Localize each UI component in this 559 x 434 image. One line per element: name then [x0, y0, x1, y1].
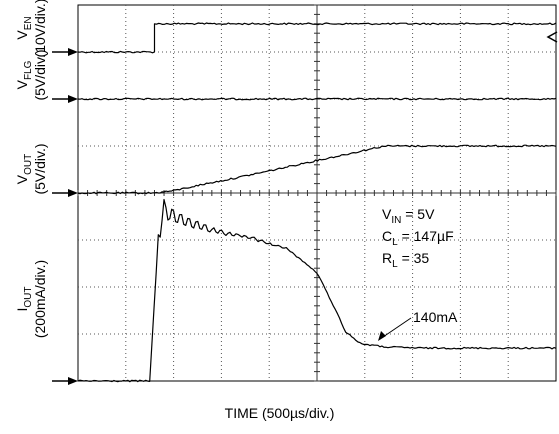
channel-scale-vflg: (5V/div.): [32, 49, 48, 100]
conditions-box: VIN = 5V CL = 147µF RL = 35: [382, 206, 454, 270]
x-axis-label: TIME (500µs/div.): [224, 405, 335, 421]
ground-marker-ven-icon: [68, 48, 78, 56]
channel-label-vout: VOUT: [14, 154, 34, 184]
condition-cl: CL = 147µF: [382, 228, 454, 248]
annotation-140ma: 140mA: [378, 309, 458, 341]
channel-label-iout: IOUT: [14, 287, 34, 312]
channel-label-vflg-base: V: [14, 79, 30, 89]
channel-label-ven-sub: EN: [23, 16, 34, 30]
trace-vout: [77, 144, 557, 195]
trace-iout: [77, 198, 557, 383]
channel-scale-iout: (200mA/div.): [32, 260, 48, 338]
condition-vin-value: = 5V: [401, 206, 435, 222]
condition-vin: VIN = 5V: [382, 206, 435, 226]
ground-marker-vout-icon: [68, 189, 78, 197]
annotation-arrowhead: [378, 331, 386, 341]
ground-markers: [52, 48, 78, 385]
condition-rl-sub: L: [392, 259, 398, 270]
channel-label-iout-sub: OUT: [23, 287, 34, 308]
condition-rl: RL = 35: [382, 250, 429, 270]
channel-labels: VEN(10V/div.)VFLG(5V/div.)VOUT(5V/div.)I…: [14, 0, 48, 338]
channel-scale-ven: (10V/div.): [32, 0, 48, 57]
condition-rl-base: R: [382, 250, 392, 266]
channel-label-ven: VEN: [14, 16, 34, 39]
condition-vin-sub: IN: [391, 215, 401, 226]
trace-vflg: [77, 97, 557, 101]
channel-label-vflg: VFLG: [14, 60, 34, 89]
condition-cl-value: = 147µF: [398, 228, 454, 244]
channel-label-iout-base: I: [14, 308, 30, 312]
annotation-leader: [382, 317, 412, 338]
ground-marker-iout-icon: [68, 377, 78, 385]
channel-label-vflg-sub: FLG: [23, 60, 34, 80]
condition-cl-base: C: [382, 228, 392, 244]
trigger-marker-icon: [546, 31, 558, 43]
condition-cl-sub: L: [392, 237, 398, 248]
annotation-label: 140mA: [413, 309, 458, 325]
channel-label-ven-base: V: [14, 30, 30, 40]
channel-scale-vout: (5V/div.): [32, 143, 48, 194]
channel-label-vout-base: V: [14, 174, 30, 184]
trace-ven: [77, 22, 557, 54]
condition-rl-value: = 35: [398, 250, 430, 266]
traces: [77, 22, 557, 383]
channel-label-vout-sub: OUT: [23, 154, 34, 175]
ground-marker-vflg-icon: [68, 95, 78, 103]
condition-vin-base: V: [382, 206, 392, 222]
